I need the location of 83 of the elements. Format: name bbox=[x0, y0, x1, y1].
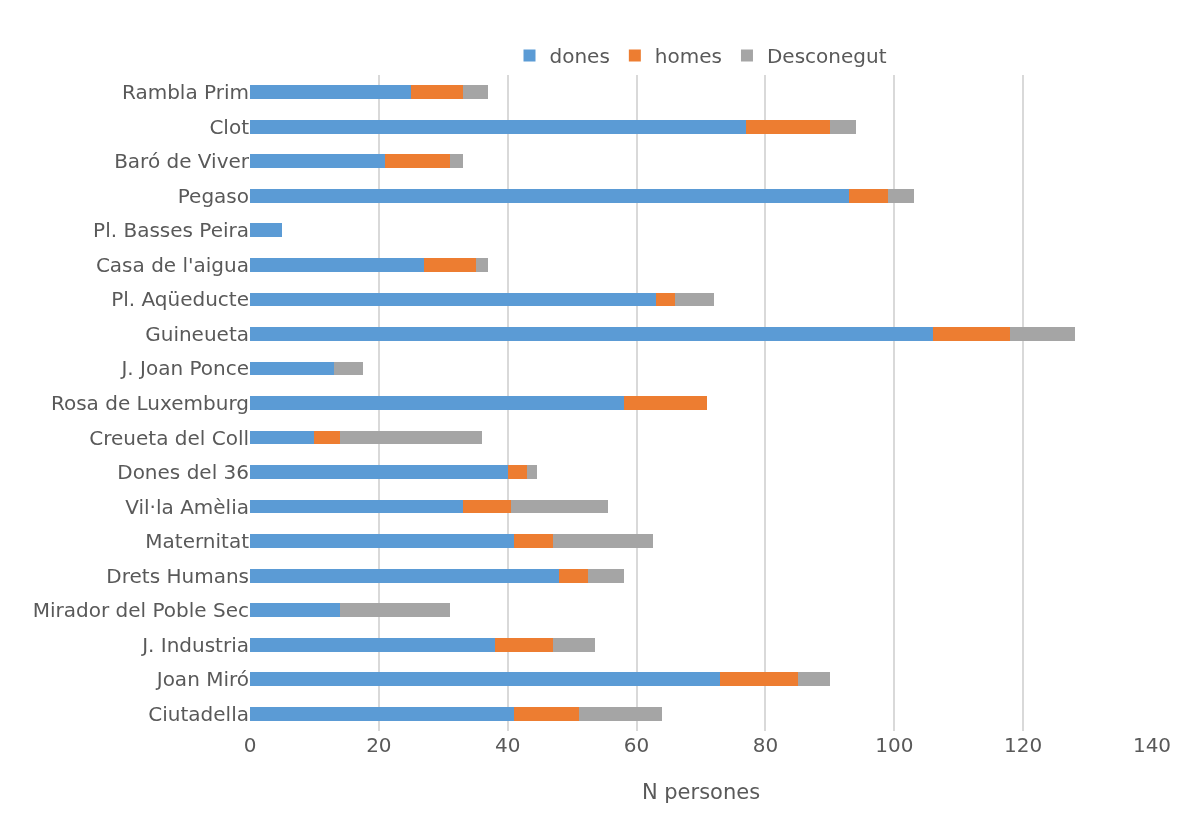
bar bbox=[250, 119, 747, 134]
y-tick-label: J. Joan Ponce bbox=[119, 356, 249, 381]
y-tick-label: Ciutadella bbox=[148, 701, 249, 726]
y-tick-label: Pegaso bbox=[177, 183, 249, 208]
bar bbox=[250, 603, 341, 618]
bar bbox=[578, 706, 663, 721]
x-tick-label: 80 bbox=[752, 733, 779, 757]
bar bbox=[411, 85, 463, 100]
bar bbox=[250, 188, 850, 203]
bar bbox=[514, 534, 553, 549]
y-tick-label: Drets Humans bbox=[106, 563, 249, 588]
bar bbox=[314, 430, 341, 445]
y-tick-label: Creueta del Coll bbox=[89, 425, 249, 450]
bar bbox=[552, 534, 653, 549]
bar bbox=[333, 361, 363, 376]
y-tick-label: Rambla Prim bbox=[121, 80, 249, 105]
bar bbox=[250, 327, 933, 341]
bar bbox=[829, 119, 856, 134]
bar bbox=[797, 672, 830, 687]
bar bbox=[746, 119, 830, 134]
bar bbox=[588, 568, 624, 583]
x-tick-label: 140 bbox=[1132, 733, 1172, 757]
y-tick-label: Pl. Aqüeducte bbox=[111, 287, 249, 312]
bar bbox=[494, 637, 553, 652]
legend-label: Desconegut bbox=[766, 44, 887, 69]
bar bbox=[932, 327, 1011, 341]
x-tick-label: 0 bbox=[243, 733, 257, 757]
bar bbox=[423, 257, 476, 272]
bar bbox=[849, 188, 888, 203]
y-tick-label: Baró de Viver bbox=[114, 149, 250, 174]
bar bbox=[559, 568, 589, 583]
bar bbox=[510, 499, 608, 514]
bar bbox=[250, 154, 386, 169]
y-tick-label: Guineueta bbox=[145, 321, 249, 346]
bar bbox=[250, 292, 656, 307]
x-tick-label: 120 bbox=[1004, 733, 1043, 757]
bar bbox=[655, 292, 676, 307]
bar bbox=[552, 637, 595, 652]
bar bbox=[507, 465, 528, 479]
bar bbox=[675, 292, 714, 307]
bar bbox=[250, 465, 508, 479]
legend-label: homes bbox=[654, 44, 722, 69]
x-tick-label: 20 bbox=[366, 733, 392, 757]
bar bbox=[475, 257, 489, 272]
bar bbox=[514, 706, 579, 721]
bar bbox=[250, 672, 721, 687]
y-tick-label: Clot bbox=[209, 114, 250, 139]
y-tick-label: Casa de l'aigua bbox=[95, 252, 249, 277]
x-axis-title: N persones bbox=[641, 780, 761, 805]
y-tick-label: Pl. Basses Peira bbox=[93, 218, 249, 243]
y-tick-label: Dones del 36 bbox=[117, 460, 249, 485]
bar bbox=[720, 672, 798, 687]
bar bbox=[250, 568, 560, 583]
bar bbox=[527, 465, 537, 479]
x-tick-label: 100 bbox=[875, 733, 914, 757]
bar bbox=[250, 85, 412, 100]
x-tick-label: 60 bbox=[623, 733, 650, 757]
bar bbox=[250, 257, 424, 272]
bar bbox=[250, 430, 315, 445]
y-tick-label: Rosa de Luxemburg bbox=[50, 391, 249, 415]
bar bbox=[449, 154, 463, 169]
bar bbox=[340, 603, 450, 618]
bar bbox=[250, 534, 515, 549]
y-tick-label: J. Industria bbox=[140, 632, 249, 657]
bar bbox=[250, 223, 283, 238]
bar bbox=[623, 396, 708, 410]
bar bbox=[340, 430, 482, 445]
y-tick-label: Mirador del Poble Sec bbox=[32, 598, 249, 623]
bar bbox=[250, 706, 515, 721]
y-tick-label: Maternitat bbox=[145, 529, 250, 554]
bar bbox=[1010, 327, 1075, 341]
bar bbox=[250, 637, 495, 652]
y-tick-label: Joan Miró bbox=[154, 667, 249, 692]
bar bbox=[250, 361, 334, 376]
bar bbox=[462, 85, 489, 100]
bar bbox=[250, 499, 463, 514]
legend-label: dones bbox=[549, 44, 610, 69]
bar bbox=[462, 499, 511, 514]
y-tick-label: Vil·la Amèlia bbox=[125, 494, 249, 519]
x-tick-label: 40 bbox=[494, 733, 521, 757]
bar bbox=[250, 396, 624, 410]
bar bbox=[887, 188, 914, 203]
bar bbox=[385, 154, 450, 169]
